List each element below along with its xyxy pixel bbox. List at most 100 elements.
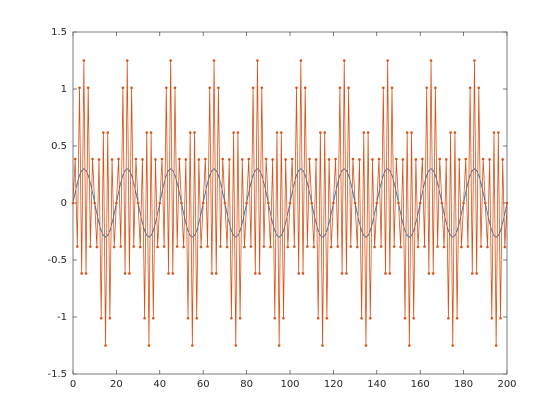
- point-marker: [156, 245, 159, 249]
- point-marker: [191, 344, 194, 347]
- point-marker: [227, 158, 231, 161]
- point-marker: [80, 272, 83, 275]
- point-marker: [297, 272, 300, 275]
- point-marker: [138, 245, 142, 249]
- point-marker: [99, 316, 103, 320]
- point-marker: [460, 245, 463, 249]
- x-tick-label: 160: [411, 379, 430, 390]
- point-marker: [449, 131, 452, 134]
- point-marker: [453, 131, 457, 134]
- point-marker: [384, 272, 387, 275]
- point-marker: [497, 131, 500, 134]
- point-marker: [225, 245, 229, 249]
- point-marker: [108, 316, 112, 320]
- point-marker: [119, 245, 123, 248]
- point-marker: [332, 201, 335, 205]
- y-tick-label: 0: [61, 198, 67, 209]
- point-marker: [336, 245, 340, 248]
- point-marker: [143, 316, 146, 320]
- point-marker: [392, 245, 396, 248]
- point-marker: [438, 157, 442, 161]
- point-marker: [345, 272, 348, 275]
- point-marker: [399, 245, 402, 249]
- point-marker: [358, 158, 361, 161]
- point-marker: [288, 201, 292, 205]
- point-marker: [308, 157, 311, 161]
- point-marker: [271, 158, 274, 161]
- point-marker: [401, 158, 405, 161]
- point-marker: [167, 272, 170, 275]
- point-marker: [477, 86, 481, 90]
- point-marker: [436, 245, 439, 248]
- point-marker: [353, 201, 357, 205]
- point-marker: [197, 158, 201, 161]
- point-marker: [418, 201, 422, 205]
- point-marker: [470, 272, 474, 275]
- point-marker: [386, 59, 389, 62]
- point-marker: [204, 157, 207, 161]
- point-marker: [410, 131, 413, 134]
- point-marker: [340, 272, 344, 275]
- point-marker: [447, 316, 450, 320]
- point-marker: [136, 201, 140, 205]
- point-marker: [251, 86, 255, 90]
- point-marker: [165, 86, 168, 90]
- x-tick-label: 100: [280, 379, 299, 390]
- point-marker: [397, 201, 400, 205]
- point-marker: [440, 201, 444, 205]
- point-marker: [219, 245, 222, 248]
- point-marker: [505, 201, 509, 205]
- x-tick-label: 60: [197, 379, 210, 390]
- point-marker: [269, 245, 272, 249]
- point-marker: [425, 86, 429, 90]
- point-marker: [342, 59, 346, 62]
- point-marker: [217, 86, 220, 90]
- point-marker: [73, 157, 77, 161]
- point-marker: [267, 201, 270, 205]
- point-marker: [429, 59, 433, 62]
- point-marker: [364, 344, 368, 347]
- point-marker: [95, 245, 99, 249]
- point-marker: [501, 158, 504, 161]
- point-marker: [382, 86, 385, 90]
- point-marker: [258, 272, 261, 275]
- point-marker: [371, 158, 374, 161]
- point-marker: [427, 272, 431, 275]
- point-marker: [457, 158, 461, 161]
- point-marker: [134, 157, 138, 161]
- y-tick-label: 1: [61, 84, 67, 95]
- point-marker: [188, 131, 192, 134]
- point-marker: [78, 86, 81, 90]
- point-marker: [486, 245, 489, 249]
- point-marker: [260, 86, 264, 90]
- point-marker: [193, 131, 196, 134]
- point-marker: [264, 157, 268, 161]
- point-marker: [195, 316, 198, 320]
- point-marker: [451, 344, 455, 347]
- point-marker: [275, 131, 279, 134]
- point-marker: [503, 245, 507, 249]
- point-marker: [388, 272, 392, 275]
- point-marker: [321, 344, 324, 347]
- point-marker: [171, 272, 175, 275]
- point-marker: [379, 245, 383, 248]
- point-marker: [479, 245, 483, 248]
- point-marker: [403, 316, 407, 320]
- point-marker: [492, 131, 496, 134]
- point-marker: [158, 201, 162, 205]
- point-marker: [149, 131, 153, 134]
- point-marker: [434, 86, 437, 90]
- y-tick-label: 0.5: [51, 141, 67, 152]
- point-marker: [234, 344, 238, 347]
- point-marker: [210, 272, 214, 275]
- point-marker: [178, 157, 181, 161]
- point-marker: [130, 86, 133, 90]
- point-marker: [117, 157, 120, 161]
- point-marker: [462, 201, 465, 205]
- point-marker: [290, 157, 294, 161]
- point-marker: [208, 86, 212, 90]
- point-marker: [301, 272, 305, 275]
- point-marker: [245, 201, 248, 205]
- point-marker: [303, 86, 307, 90]
